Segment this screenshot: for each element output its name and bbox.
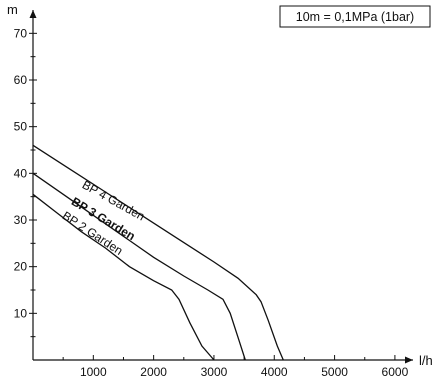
curve-bp-2-garden <box>32 193 215 361</box>
x-tick-label: 1000 <box>80 365 107 379</box>
annotation-box: 10m = 0,1MPa (1bar) <box>279 5 431 28</box>
curve-bp-4-garden <box>32 144 284 361</box>
y-tick-label: 30 <box>14 213 28 227</box>
y-tick-label: 40 <box>14 166 28 180</box>
curve-bp-3-garden <box>32 172 246 361</box>
y-tick-label: 20 <box>14 260 28 274</box>
y-axis-label: m <box>7 2 18 17</box>
x-tick-label: 4000 <box>261 365 288 379</box>
x-tick-label: 3000 <box>201 365 228 379</box>
x-tick-label: 5000 <box>321 365 348 379</box>
x-tick-label: 2000 <box>140 365 167 379</box>
y-tick-label: 50 <box>14 120 28 134</box>
y-tick-label: 60 <box>14 73 28 87</box>
axes <box>29 10 413 364</box>
x-axis-label: l/h <box>419 353 433 368</box>
x-tick-label: 6000 <box>382 365 409 379</box>
labels: m l/h 1000 2000 3000 4000 5000 6000 10 20 30 40 50 60… <box>7 2 433 379</box>
curves <box>32 144 284 361</box>
y-tick-label: 70 <box>14 26 28 40</box>
y-axis-arrow <box>29 10 37 18</box>
annotation-frame <box>279 5 431 28</box>
y-tick-label: 10 <box>14 306 28 320</box>
annotation-text: 10m = 0,1MPa (1bar) <box>296 10 414 24</box>
ticks <box>29 32 396 360</box>
x-axis-arrow <box>405 356 413 364</box>
